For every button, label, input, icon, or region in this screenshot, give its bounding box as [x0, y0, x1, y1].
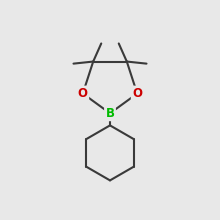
Text: B: B [106, 107, 114, 120]
Text: O: O [132, 87, 142, 100]
Text: O: O [78, 87, 88, 100]
